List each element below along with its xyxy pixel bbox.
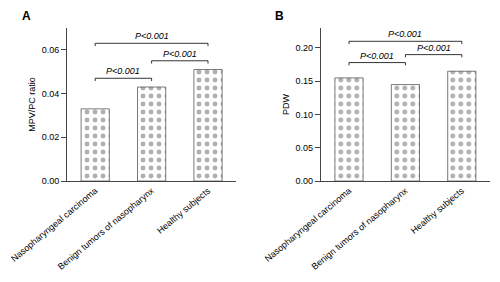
svg-text:P<0.001: P<0.001 <box>360 51 394 61</box>
svg-text:0.06: 0.06 <box>42 45 60 55</box>
svg-text:P<0.001: P<0.001 <box>106 66 140 76</box>
svg-text:PDW: PDW <box>281 93 291 115</box>
svg-text:0.20: 0.20 <box>295 43 313 53</box>
svg-text:0.10: 0.10 <box>295 110 313 120</box>
svg-text:0.02: 0.02 <box>42 132 60 142</box>
svg-text:P<0.001: P<0.001 <box>388 29 422 39</box>
svg-text:Healthy subjects: Healthy subjects <box>155 185 212 235</box>
svg-text:Benign tumors of nasopharynx: Benign tumors of nasopharynx <box>310 185 410 271</box>
svg-text:0.05: 0.05 <box>295 143 313 153</box>
svg-text:B: B <box>275 9 284 23</box>
svg-text:0.04: 0.04 <box>42 89 60 99</box>
svg-text:Nasopharyngeal carcinoma: Nasopharyngeal carcinoma <box>9 186 99 264</box>
svg-text:P<0.001: P<0.001 <box>163 49 197 59</box>
svg-text:0.00: 0.00 <box>295 176 313 186</box>
svg-text:P<0.001: P<0.001 <box>135 31 169 41</box>
svg-text:A: A <box>22 9 31 23</box>
svg-text:MPV/PC ratio: MPV/PC ratio <box>27 77 37 132</box>
svg-text:Healthy subjects: Healthy subjects <box>409 185 466 235</box>
svg-text:Benign tumors of nasopharynx: Benign tumors of nasopharynx <box>56 185 156 271</box>
svg-text:P<0.001: P<0.001 <box>417 43 451 53</box>
svg-text:Nasopharyngeal carcinoma: Nasopharyngeal carcinoma <box>263 186 353 264</box>
svg-text:0.15: 0.15 <box>295 76 313 86</box>
svg-text:0.00: 0.00 <box>42 176 60 186</box>
